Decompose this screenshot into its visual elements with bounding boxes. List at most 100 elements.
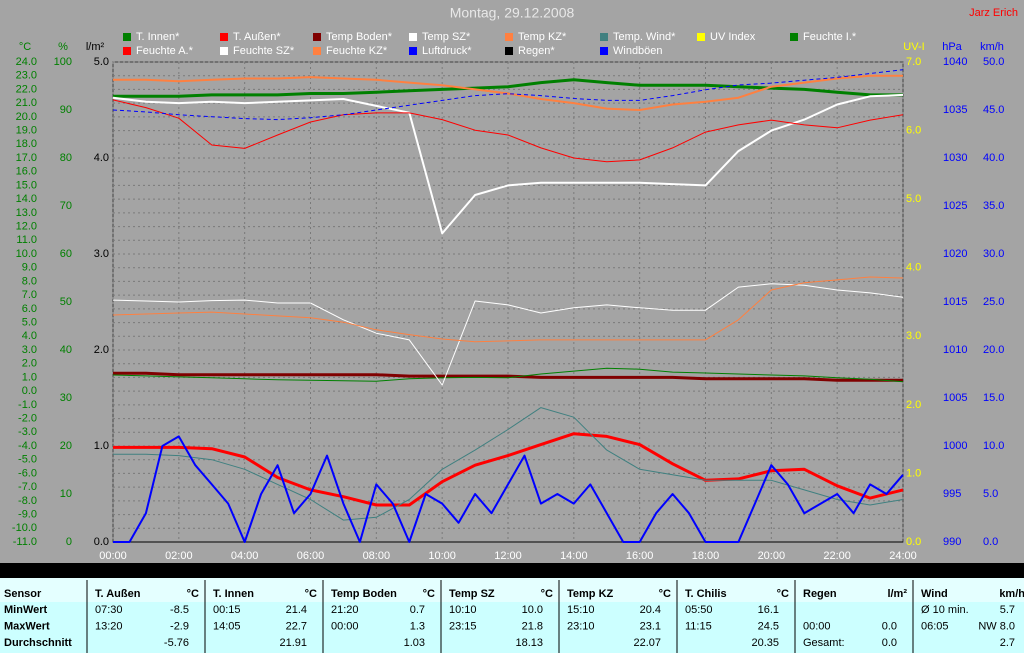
legend-swatch	[313, 47, 321, 55]
cell-time: 06:05	[921, 620, 949, 632]
y-tick-label: -9.0	[18, 508, 37, 520]
y-tick-label: 6.0	[906, 124, 921, 136]
y-tick-label: 1015	[943, 296, 967, 308]
y-tick-label: 7.0	[906, 56, 921, 68]
y-tick-label: 15.0	[983, 392, 1004, 404]
author: Jarz Erich	[969, 7, 1018, 19]
y-tick-label: -3.0	[18, 426, 37, 438]
x-tick-label: 02:00	[165, 550, 193, 562]
y-tick-label: 23.0	[16, 70, 37, 82]
y-tick-label: 10.0	[16, 248, 37, 260]
y-tick-label: 2.0	[906, 399, 921, 411]
column-unit: °C	[305, 588, 317, 600]
legend-swatch	[790, 33, 798, 41]
cell-value: 1.03	[404, 637, 425, 649]
cell-value: -2.9	[170, 620, 189, 632]
y-tick-label: 70	[60, 200, 72, 212]
cell-time: Gesamt:	[803, 637, 845, 649]
column-unit: °C	[777, 588, 789, 600]
y-tick-label: 1.0	[22, 371, 37, 383]
y-tick-label: 45.0	[983, 104, 1004, 116]
y-tick-label: -1.0	[18, 399, 37, 411]
series-line	[113, 371, 903, 382]
x-tick-label: 22:00	[823, 550, 851, 562]
legend-swatch	[313, 33, 321, 41]
legend-label: Temp KZ*	[518, 31, 567, 43]
table-header: Sensor	[4, 588, 42, 600]
y-tick-label: 13.0	[16, 207, 37, 219]
column-unit: °C	[187, 588, 199, 600]
series-line	[113, 432, 904, 507]
axis-label: km/h	[980, 41, 1004, 53]
row-label: Durchschnitt	[4, 637, 72, 649]
y-tick-label: 100	[54, 56, 72, 68]
legend-label: T. Außen*	[233, 31, 281, 43]
y-tick-label: 1.0	[94, 440, 109, 452]
axis-label: %	[58, 41, 68, 53]
series-line	[113, 435, 904, 543]
y-tick-label: 3.0	[906, 330, 921, 342]
column-unit: °C	[423, 588, 435, 600]
cell-time: 21:20	[331, 604, 359, 616]
y-tick-label: 40	[60, 344, 72, 356]
y-tick-label: 11.0	[16, 234, 37, 246]
series-line	[112, 276, 904, 343]
cell-value: 1.3	[410, 620, 425, 632]
cell-value: 0.0	[882, 637, 897, 649]
cell-value: 10.0	[522, 604, 543, 616]
cell-time: Ø 10 min.	[921, 604, 969, 616]
series-line	[112, 93, 904, 235]
series-line	[112, 69, 904, 121]
cell-value: -8.5	[170, 604, 189, 616]
y-tick-label: 30.0	[983, 248, 1004, 260]
chart-title: Montag, 29.12.2008	[450, 5, 575, 21]
x-tick-label: 20:00	[758, 550, 786, 562]
cell-value: NW 8.0	[978, 620, 1015, 632]
table-header-background	[0, 578, 1024, 602]
column-header: T. Chilis	[685, 588, 727, 600]
y-tick-label: 40.0	[983, 152, 1004, 164]
cell-value: 21.4	[286, 604, 307, 616]
cell-value: 18.13	[515, 637, 543, 649]
series-line	[112, 367, 904, 383]
cell-time: 14:05	[213, 620, 241, 632]
y-tick-label: 7.0	[22, 289, 37, 301]
y-tick-label: -8.0	[18, 495, 37, 507]
cell-time: 07:30	[95, 604, 123, 616]
legend-label: Windböen	[613, 45, 663, 57]
y-tick-label: 3.0	[94, 248, 109, 260]
y-tick-label: 1040	[943, 56, 967, 68]
y-tick-label: 50	[60, 296, 72, 308]
y-tick-label: 80	[60, 152, 72, 164]
legend-label: Feuchte KZ*	[326, 45, 388, 57]
column-header: Temp Boden	[331, 588, 397, 600]
legend-label: Temp Boden*	[326, 31, 393, 43]
y-tick-label: 1.0	[906, 467, 921, 479]
column-header: T. Außen	[95, 588, 141, 600]
cell-time: 11:15	[685, 620, 712, 632]
x-tick-label: 06:00	[297, 550, 325, 562]
y-tick-label: -7.0	[18, 481, 37, 493]
series-line	[113, 78, 903, 98]
x-tick-label: 14:00	[560, 550, 588, 562]
cell-value: 23.1	[640, 620, 661, 632]
y-tick-label: 1035	[943, 104, 967, 116]
y-tick-label: 5.0	[983, 488, 998, 500]
y-tick-label: 990	[943, 536, 961, 548]
cell-value: 0.7	[410, 604, 425, 616]
column-header: T. Innen	[213, 588, 254, 600]
y-tick-label: 8.0	[22, 275, 37, 287]
legend-swatch	[505, 47, 513, 55]
y-tick-label: 0.0	[983, 536, 998, 548]
y-tick-label: 4.0	[906, 262, 921, 274]
y-tick-label: 0.0	[94, 536, 109, 548]
cell-value: -5.76	[164, 637, 189, 649]
cell-time: 00:00	[331, 620, 359, 632]
cell-value: 21.8	[522, 620, 543, 632]
cell-time: 15:10	[567, 604, 595, 616]
legend-label: UV Index	[710, 31, 756, 43]
cell-value: 16.1	[758, 604, 779, 616]
cell-value: 21.91	[279, 637, 307, 649]
column-header: Wind	[921, 588, 948, 600]
